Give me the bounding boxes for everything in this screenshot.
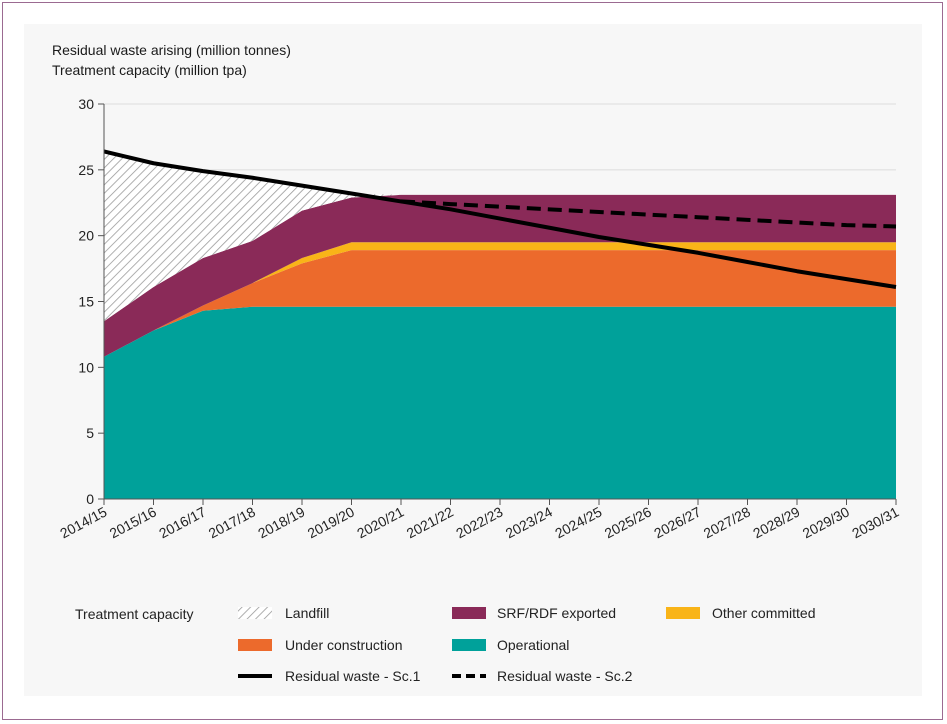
y-tick-label-20: 20 [78,228,94,244]
x-tick-label-2014/15: 2014/15 [57,503,109,541]
legend-label-residual-waste-sc-1: Residual waste - Sc.1 [285,668,421,684]
area-under-construction [104,250,896,357]
y-axis-label-line2: Treatment capacity (million tpa) [52,62,247,78]
y-tick-label-25: 25 [78,162,94,178]
x-tick-label-2021/22: 2021/22 [404,503,456,541]
legend-swatch-operational [452,639,486,651]
legend-label-other-committed: Other committed [712,605,815,621]
x-tick-label-2025/26: 2025/26 [602,503,654,541]
legend: Treatment capacity Landfill SRF/RDF export… [75,605,815,684]
stacked-areas [104,151,896,499]
legend-label-residual-waste-sc-2: Residual waste - Sc.2 [497,668,633,684]
y-tick-label-10: 10 [78,359,94,375]
legend-label-operational: Operational [497,637,569,653]
x-tick-label-2018/19: 2018/19 [255,503,307,541]
legend-swatch-srf-rdf-exported [452,607,486,619]
y-axis-label-line1: Residual waste arising (million tonnes) [52,42,291,58]
x-tick-label-2027/28: 2027/28 [701,503,753,541]
line-residual-waste-sc-1 [103,149,897,289]
area-landfill [104,151,896,322]
x-tick-label-2020/21: 2020/21 [354,503,406,541]
legend-swatch-under-construction [238,639,272,651]
y-tick-label-5: 5 [86,425,94,441]
legend-label-landfill: Landfill [285,605,329,621]
legend-heading: Treatment capacity [75,606,194,622]
area-operational [104,306,896,499]
x-tick-label-2026/27: 2026/27 [651,503,703,541]
residual-lines [103,149,897,289]
x-tick-label-2015/16: 2015/16 [107,503,159,541]
x-tick-label-2023/24: 2023/24 [503,503,555,541]
y-tick-label-30: 30 [78,96,94,112]
x-tick-label-2019/20: 2019/20 [305,503,357,541]
x-tick-label-2028/29: 2028/29 [750,503,802,541]
legend-swatch-landfill [238,607,272,619]
area-srf-rdf-exported [104,194,896,357]
x-tick-label-2029/30: 2029/30 [800,503,852,541]
legend-label-under-construction: Under construction [285,637,403,653]
x-tick-label-2016/17: 2016/17 [156,503,208,541]
legend-swatch-other-committed [666,607,700,619]
x-tick-label-2030/31: 2030/31 [849,503,901,541]
x-tick-label-2017/18: 2017/18 [206,503,258,541]
x-tick-label-2024/25: 2024/25 [552,503,604,541]
legend-label-srf-rdf-exported: SRF/RDF exported [497,605,616,621]
y-tick-label-0: 0 [86,491,94,507]
y-tick-label-15: 15 [78,294,94,310]
x-tick-label-2022/23: 2022/23 [453,503,505,541]
